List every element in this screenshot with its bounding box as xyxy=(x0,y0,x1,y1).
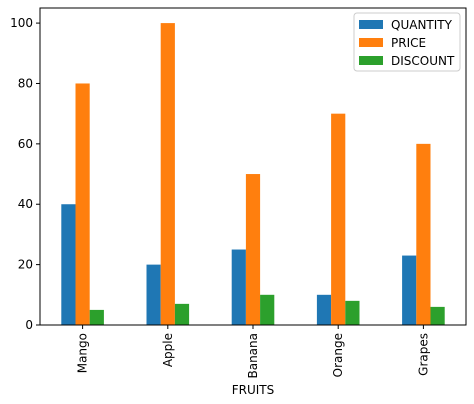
y-tick-label: 0 xyxy=(25,318,33,332)
x-tick-label: Orange xyxy=(331,333,345,377)
bar-quantity-mango xyxy=(61,204,76,325)
legend-swatch-discount xyxy=(359,56,383,65)
bar-price-mango xyxy=(75,83,90,325)
legend-label-quantity: QUANTITY xyxy=(391,18,453,32)
bar-quantity-grapes xyxy=(402,255,417,325)
bar-quantity-banana xyxy=(231,249,246,325)
bar-discount-grapes xyxy=(430,306,445,325)
legend: QUANTITY PRICE DISCOUNT xyxy=(353,12,461,72)
x-tick-label: Grapes xyxy=(416,333,430,376)
bar-price-grapes xyxy=(416,143,431,325)
x-axis: Mango Apple Banana Orange Grapes xyxy=(76,325,430,379)
legend-swatch-price xyxy=(359,38,383,47)
x-tick-label: Banana xyxy=(246,333,260,379)
y-tick-label: 80 xyxy=(18,76,33,90)
x-axis-label: FRUITS xyxy=(232,383,275,397)
y-tick-label: 40 xyxy=(18,197,33,211)
bar-discount-orange xyxy=(345,300,360,325)
bar-discount-mango xyxy=(89,309,104,325)
y-axis: 0 20 40 60 80 100 xyxy=(10,16,40,332)
bar-quantity-apple xyxy=(146,264,161,325)
y-tick-label: 20 xyxy=(18,258,33,272)
bar-price-banana xyxy=(245,174,261,325)
bar-price-orange xyxy=(331,113,346,326)
y-tick-label: 60 xyxy=(18,137,33,151)
legend-label-price: PRICE xyxy=(391,36,426,50)
bars-group xyxy=(61,23,445,326)
x-tick-label: Mango xyxy=(76,333,90,373)
bar-discount-banana xyxy=(260,294,275,325)
bar-discount-apple xyxy=(174,303,190,325)
bar-price-apple xyxy=(160,23,175,325)
x-tick-label: Apple xyxy=(161,333,175,367)
legend-label-discount: DISCOUNT xyxy=(391,54,455,68)
y-tick-label: 100 xyxy=(10,16,33,30)
legend-swatch-quantity xyxy=(359,20,383,29)
bar-quantity-orange xyxy=(316,294,332,325)
